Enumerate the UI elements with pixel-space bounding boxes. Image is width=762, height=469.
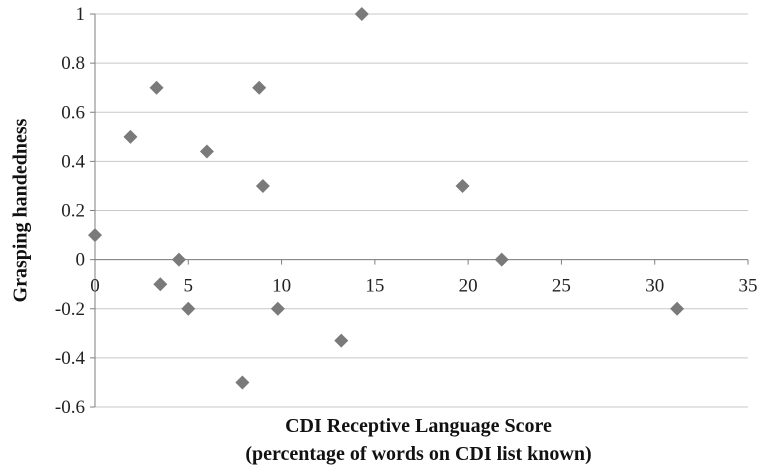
x-tick-label: 10 — [272, 276, 291, 297]
x-tick-label: 0 — [90, 276, 100, 297]
y-tick-labels: 1 0.8 0.6 0.4 0.2 0 -0.2 -0.4 -0.6 — [55, 4, 95, 418]
data-point — [270, 301, 285, 316]
x-tick-label: 15 — [365, 276, 384, 297]
data-points — [88, 7, 685, 390]
gridlines — [95, 13, 748, 408]
x-tick-label: 5 — [184, 276, 194, 297]
x-tick-label: 25 — [552, 276, 571, 297]
y-tick-label: -0.4 — [55, 348, 86, 369]
x-tick-label: 35 — [739, 276, 758, 297]
data-point — [494, 252, 509, 267]
data-point — [149, 80, 164, 95]
y-tick-label: 0.6 — [61, 102, 85, 123]
data-point — [252, 80, 267, 95]
y-tick-label: 0.8 — [61, 53, 85, 74]
x-axis-title-line-1: CDI Receptive Language Score — [285, 415, 552, 437]
x-tick-label: 30 — [645, 276, 664, 297]
data-point — [255, 178, 270, 193]
data-point — [181, 301, 196, 316]
data-point — [334, 333, 349, 348]
data-point — [123, 129, 138, 144]
y-tick-label: 1 — [76, 4, 86, 25]
data-point — [354, 7, 369, 21]
y-tick-label: 0.4 — [61, 151, 85, 172]
data-point — [88, 228, 102, 243]
y-axis-title: Grasping handedness — [10, 118, 32, 302]
data-point — [153, 277, 168, 292]
x-axis-title-line-2: (percentage of words on CDI list known) — [245, 443, 591, 465]
y-tick-label: 0 — [76, 250, 86, 271]
data-point — [171, 252, 186, 267]
data-point — [455, 178, 470, 193]
y-tick-label: 0.2 — [61, 201, 85, 222]
x-tick-labels: 0 5 10 15 20 25 30 35 — [90, 259, 758, 297]
data-point — [199, 144, 214, 159]
y-tick-label: -0.2 — [55, 299, 85, 320]
x-tick-label: 20 — [459, 276, 478, 297]
y-tick-label: -0.6 — [55, 397, 85, 418]
data-point — [235, 375, 250, 390]
data-point — [670, 301, 685, 316]
